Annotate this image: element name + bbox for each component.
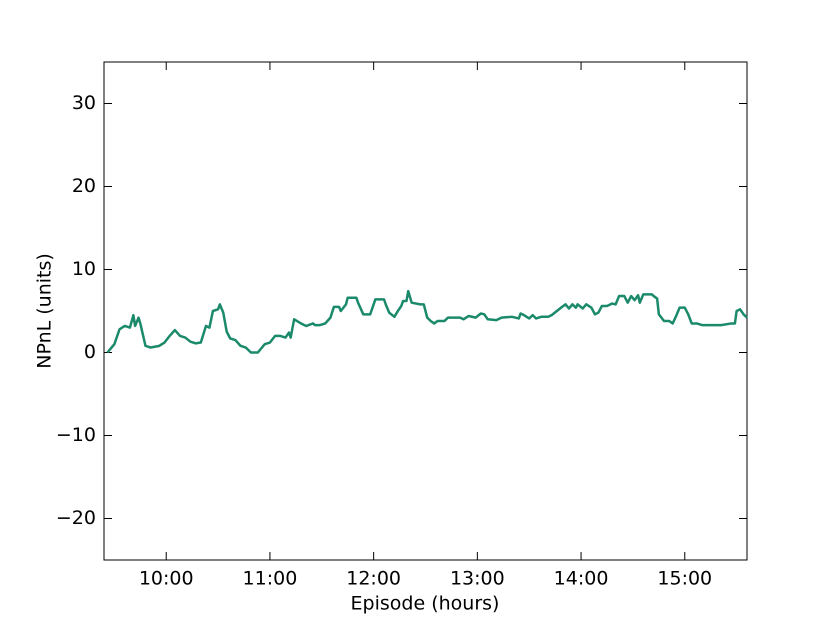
data-line xyxy=(106,289,748,354)
x-tick-label: 10:00 xyxy=(139,568,194,590)
y-tick-label: −10 xyxy=(56,424,96,446)
y-tick-label: 30 xyxy=(72,92,96,114)
x-tick-label: 13:00 xyxy=(450,568,505,590)
y-tick-label: 0 xyxy=(84,341,96,363)
y-tick-label: 10 xyxy=(72,258,96,280)
x-tick-label: 15:00 xyxy=(657,568,712,590)
y-axis-label: NPnL (units) xyxy=(34,253,56,369)
y-tick-label: −20 xyxy=(56,507,96,529)
y-tick-label: 20 xyxy=(72,175,96,197)
x-tick-label: 11:00 xyxy=(243,568,298,590)
x-tick-label: 12:00 xyxy=(346,568,401,590)
x-tick-label: 14:00 xyxy=(554,568,609,590)
x-axis-label: Episode (hours) xyxy=(351,593,500,615)
plot-frame xyxy=(103,61,748,561)
